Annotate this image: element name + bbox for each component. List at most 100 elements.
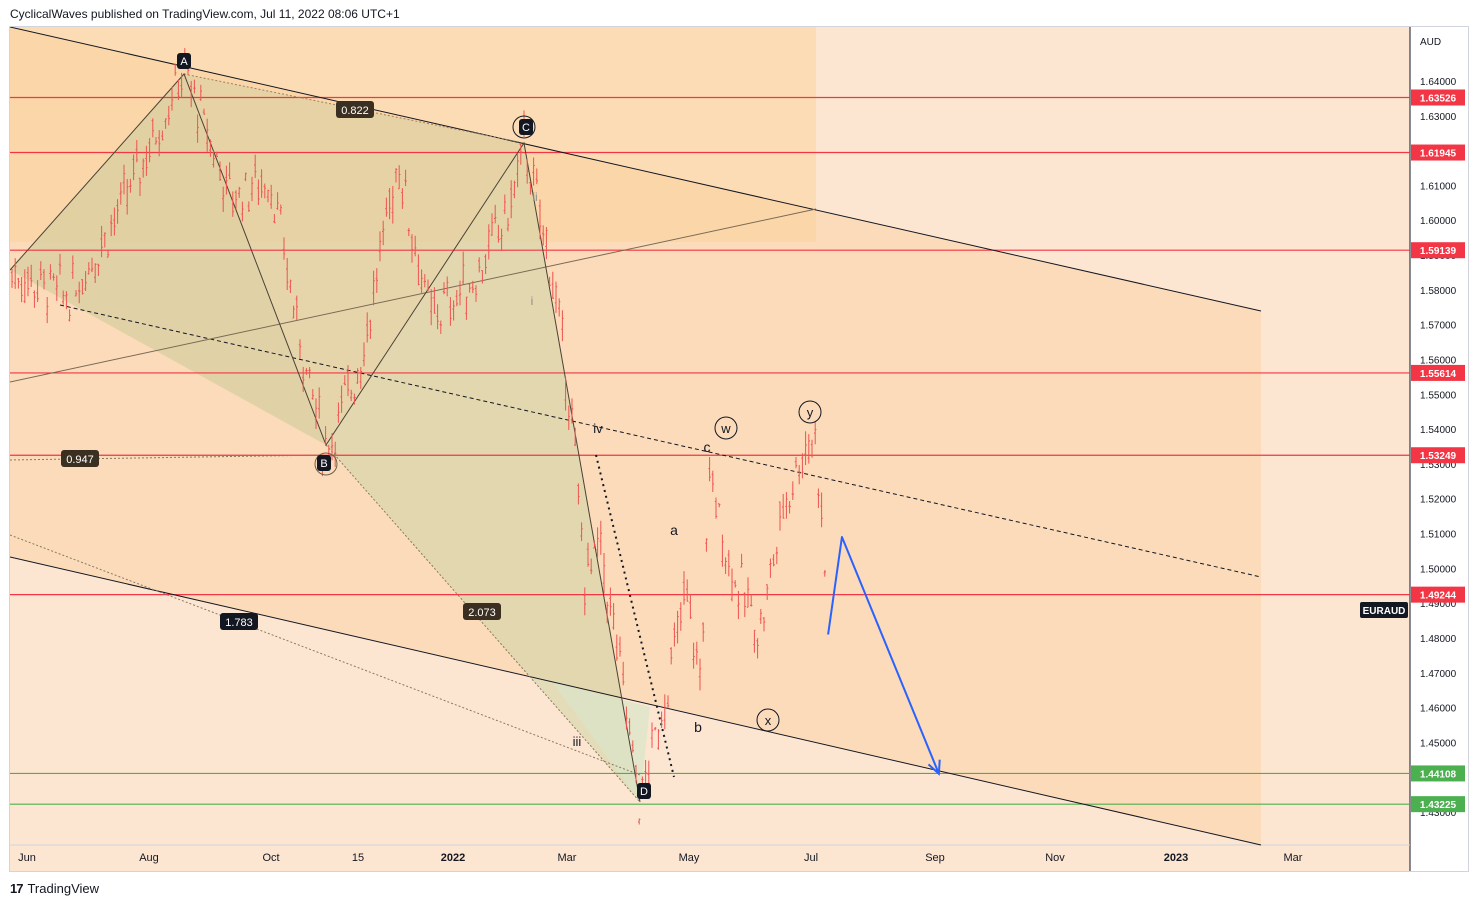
price-level-tag-label: 1.55614 [1420, 369, 1457, 380]
triangle-abc [184, 74, 524, 445]
wave-label-w-marker: w [714, 416, 738, 440]
symbol-tag: EURAUD [1360, 602, 1408, 618]
triangle-xab [10, 74, 326, 445]
time-axis-ticks: Jun Aug Oct 15 2022 Mar May Jul Sep Nov 2023 Mar [18, 852, 1303, 864]
price-tick-label: 1.51000 [1420, 530, 1457, 541]
point-d-marker: D [637, 783, 651, 799]
horizontal-levels [10, 96, 1410, 805]
rising-trendline [10, 208, 817, 383]
wave-label-i: i [531, 294, 534, 308]
chart-area[interactable]: A B C D 0.822 0.947 2.073 [9, 26, 1469, 872]
time-tick-label: Jun [18, 852, 36, 864]
time-tick-label: Mar [1284, 852, 1303, 864]
price-level-tag [1411, 144, 1465, 161]
upper-channel-line [10, 27, 1262, 312]
price-tick-label: 1.61000 [1420, 181, 1457, 192]
point-c-marker: C [512, 115, 536, 139]
wave-label-a: a [670, 522, 678, 538]
wave-label-c: c [704, 439, 711, 455]
time-tick-label: Jul [804, 852, 818, 864]
wave-label-x: x [765, 713, 772, 728]
price-level-tag-label: 1.61945 [1420, 149, 1457, 160]
ratio-badge-xb: 0.947 [61, 450, 99, 467]
price-level-tag-label: 1.43225 [1420, 800, 1457, 811]
price-level-tag-label: 1.63526 [1420, 93, 1457, 104]
time-tick-label: 2023 [1164, 852, 1188, 864]
price-tick-label: 1.63000 [1420, 112, 1457, 123]
price-tick-label: 1.48000 [1420, 634, 1457, 645]
price-tick-label: 1.64000 [1420, 77, 1457, 88]
footer: 17 TradingView [10, 881, 99, 896]
price-tick-label: 1.56000 [1420, 355, 1457, 366]
ratio-badge-xd: 1.783 [220, 613, 258, 630]
projection-path [827, 536, 940, 775]
wave-label-x-marker: x [756, 708, 780, 732]
price-level-tag [1411, 796, 1465, 813]
footer-brand: TradingView [27, 881, 100, 896]
price-level-tag-label: 1.53249 [1420, 451, 1457, 462]
wave-label-b: b [694, 719, 702, 735]
price-level-tag [1411, 586, 1465, 603]
price-level-tag [1411, 364, 1465, 381]
time-tick-label: Sep [925, 852, 945, 864]
svg-text:EURAUD: EURAUD [1363, 606, 1406, 617]
ratio-badge-bd: 2.073 [463, 603, 501, 620]
time-tick-label: Aug [139, 852, 159, 864]
price-tick-label: 1.49000 [1420, 599, 1457, 610]
price-tick-label: 1.43000 [1420, 808, 1457, 819]
time-tick-label: 2022 [441, 852, 465, 864]
price-tick-label: 1.47000 [1420, 669, 1457, 680]
triangle-bcd [326, 143, 640, 802]
point-d-label: D [640, 786, 648, 798]
dotted-bd-line [325, 444, 641, 803]
time-tick-label: Mar [558, 852, 577, 864]
candles [10, 48, 826, 825]
midline-dashed [59, 304, 1262, 578]
point-a-marker: A [177, 53, 191, 69]
publish-info: CyclicalWaves published on TradingView.c… [10, 7, 400, 21]
projection-arrow-head [927, 759, 941, 776]
wave-label-y-marker: y [798, 400, 822, 424]
price-tick-label: 1.58000 [1420, 286, 1457, 297]
lower-green-fill [553, 683, 650, 802]
price-tick-label: 1.54000 [1420, 425, 1457, 436]
ratio-badge-ac: 0.822 [336, 101, 374, 118]
point-b-marker: B [314, 452, 338, 476]
price-tick-label: 1.45000 [1420, 738, 1457, 749]
price-level-tag [1411, 765, 1465, 782]
wave-label-y: y [807, 405, 814, 420]
svg-text:2.073: 2.073 [468, 607, 496, 619]
svg-text:0.947: 0.947 [66, 454, 94, 466]
point-a-label: A [180, 56, 188, 68]
wave-label-ii: ii [532, 190, 537, 204]
svg-text:0.822: 0.822 [341, 105, 369, 117]
price-level-tag-label: 1.49244 [1420, 591, 1457, 602]
wave-label-w: w [720, 421, 731, 436]
price-level-tag [1411, 89, 1465, 106]
price-tick-label: 1.50000 [1420, 564, 1457, 575]
dotted-xd-line [10, 534, 641, 776]
time-tick-label: 15 [352, 852, 364, 864]
time-tick-label: May [679, 852, 700, 864]
price-chart[interactable]: A B C D 0.822 0.947 2.073 [10, 27, 1468, 871]
wave-label-iv: iv [593, 421, 603, 436]
price-level-tag-label: 1.59139 [1420, 246, 1457, 257]
wave-label-iii: iii [573, 734, 582, 749]
lower-channel-line [10, 556, 1262, 846]
price-level-tag-label: 1.44108 [1420, 769, 1457, 780]
price-tick-label: 1.53000 [1420, 460, 1457, 471]
tradingview-logo-icon: 17 [10, 881, 24, 896]
time-tick-label: Nov [1045, 852, 1065, 864]
point-b-label: B [320, 458, 327, 470]
price-tick-label: 1.46000 [1420, 704, 1457, 715]
point-c-label: C [522, 122, 530, 134]
currency-label: AUD [1420, 37, 1441, 48]
price-level-tags: 1.63526 1.61945 1.59139 1.55614 1.53249 1.492… [1411, 89, 1465, 813]
price-level-tag [1411, 242, 1465, 259]
dotted-wave-line [595, 454, 675, 778]
price-tick-label: 1.55000 [1420, 390, 1457, 401]
time-tick-label: Oct [262, 852, 279, 864]
price-tick-label: 1.60000 [1420, 216, 1457, 227]
price-tick-label: 1.57000 [1420, 321, 1457, 332]
svg-text:1.783: 1.783 [225, 617, 253, 629]
